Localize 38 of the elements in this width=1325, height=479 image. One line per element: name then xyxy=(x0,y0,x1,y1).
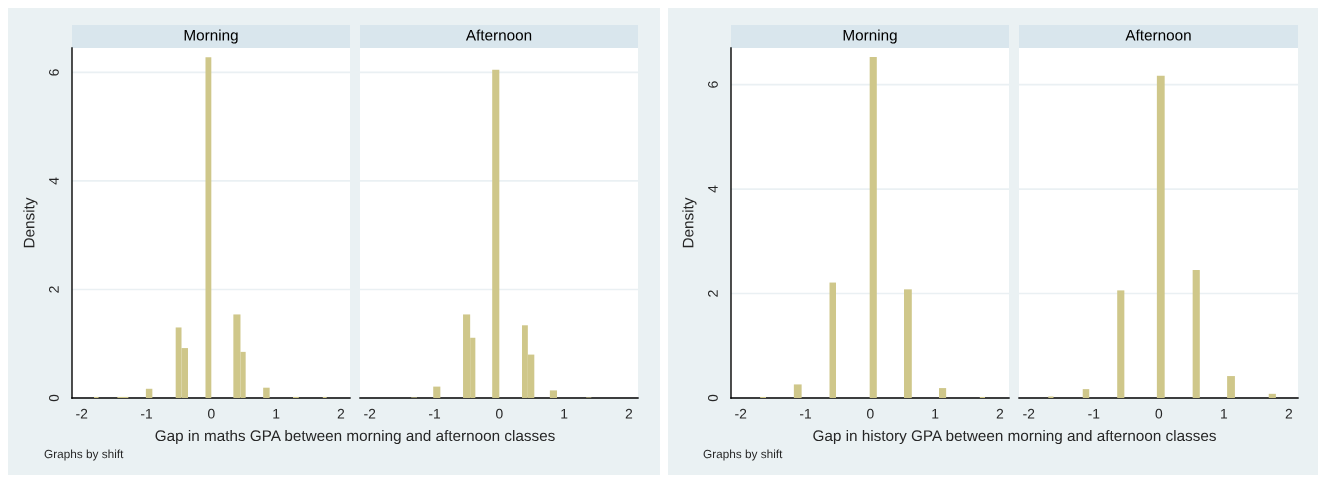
x-tick-label: -1 xyxy=(799,408,812,419)
y-tick-label: 2 xyxy=(49,286,59,293)
x-tick-label: 1 xyxy=(1221,408,1228,419)
chart-title: Morning xyxy=(843,29,897,44)
x-tick-label: -2 xyxy=(1023,408,1035,419)
x-tick-label: 1 xyxy=(273,408,280,419)
x-tick-label: 0 xyxy=(496,408,503,419)
x-tick-label: 2 xyxy=(1285,408,1293,419)
x-axis-title: Gap in history GPA between morning and afternoon classes xyxy=(813,429,1216,445)
y-tick-label: 2 xyxy=(708,290,718,297)
chart-title: Afternoon xyxy=(1125,29,1191,41)
x-tick-label: 2 xyxy=(625,408,633,419)
x-tick-label: -1 xyxy=(428,408,441,419)
y-tick-label: 6 xyxy=(708,81,718,88)
x-tick-label: 2 xyxy=(996,408,1004,419)
x-tick-label: 0 xyxy=(208,408,215,419)
y-tick-label: 4 xyxy=(49,177,59,185)
x-tick-label: 0 xyxy=(1155,408,1163,419)
y-tick-label: 6 xyxy=(49,69,59,76)
x-axis-title: Gap in maths GPA between morning and afternoon classes xyxy=(155,429,555,445)
x-tick-label: 0 xyxy=(867,408,874,419)
x-tick-label: -2 xyxy=(76,408,88,419)
y-tick-label: 0 xyxy=(708,394,718,402)
text: Graphs by shift xyxy=(703,449,783,461)
x-tick-label: -1 xyxy=(1088,408,1100,419)
x-tick-label: 2 xyxy=(337,408,345,419)
text: Graphs by shift xyxy=(44,449,124,461)
y-tick-label: 0 xyxy=(49,394,59,402)
x-tick-label: -1 xyxy=(140,408,153,419)
chart-title: Afternoon xyxy=(465,29,532,41)
x-tick-label: 1 xyxy=(932,408,939,419)
x-tick-label: 1 xyxy=(561,408,568,419)
chart-title: Morning xyxy=(184,29,238,44)
y-axis-title: Density xyxy=(23,197,38,248)
x-tick-label: -2 xyxy=(364,408,376,419)
y-axis-title: Density xyxy=(682,197,697,248)
y-tick-label: 4 xyxy=(708,185,718,193)
x-tick-label: -2 xyxy=(735,408,747,419)
